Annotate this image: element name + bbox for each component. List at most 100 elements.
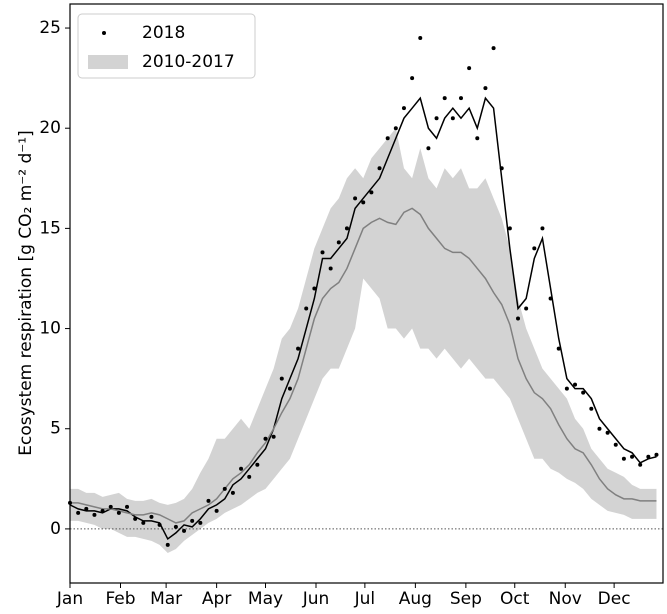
x-tick-label: Apr <box>202 589 231 609</box>
data-point <box>613 442 618 447</box>
data-point <box>654 452 659 457</box>
data-point <box>605 430 610 435</box>
data-point <box>125 504 130 509</box>
data-point <box>239 466 244 471</box>
data-point <box>581 390 586 395</box>
data-point <box>263 436 268 441</box>
data-point <box>271 434 276 439</box>
legend-swatch <box>88 55 128 69</box>
x-tick-label: Mar <box>150 589 182 609</box>
data-point <box>646 454 651 459</box>
y-tick-label: 10 <box>39 319 61 339</box>
data-point <box>76 510 81 515</box>
data-point <box>353 196 358 201</box>
data-point <box>475 136 480 141</box>
data-point <box>344 226 349 231</box>
data-point <box>630 454 635 459</box>
data-point <box>442 96 447 101</box>
data-point <box>304 306 309 311</box>
y-tick-label: 15 <box>39 218 61 238</box>
data-point <box>385 136 390 141</box>
data-point <box>230 490 235 495</box>
data-point <box>255 462 260 467</box>
data-point <box>499 166 504 171</box>
y-tick-label: 25 <box>39 18 61 38</box>
legend-marker <box>102 31 106 35</box>
data-point <box>450 116 455 121</box>
data-point <box>206 498 211 503</box>
range-band <box>70 128 657 553</box>
x-tick-label: May <box>248 589 283 609</box>
data-point <box>157 522 162 527</box>
data-point <box>532 246 537 251</box>
data-point <box>548 296 553 301</box>
data-point <box>149 514 154 519</box>
data-point <box>361 200 366 205</box>
data-point <box>247 474 252 479</box>
data-point <box>287 386 292 391</box>
data-point <box>279 376 284 381</box>
data-point <box>320 250 325 255</box>
y-tick-label: 5 <box>50 419 61 439</box>
data-point <box>410 76 415 81</box>
data-point <box>328 266 333 271</box>
y-axis-label: Ecosystem respiration [g CO₂ m⁻² d⁻¹] <box>16 130 36 455</box>
data-point <box>401 106 406 111</box>
data-point <box>141 520 146 525</box>
data-point <box>556 346 561 351</box>
data-point <box>92 512 97 517</box>
data-point <box>426 146 431 151</box>
data-point <box>393 126 398 131</box>
data-point <box>165 542 170 547</box>
series-line <box>69 96 657 541</box>
plot-frame <box>69 3 664 584</box>
data-point <box>467 66 472 71</box>
data-point <box>369 190 374 195</box>
legend-label: 2010-2017 <box>142 52 235 72</box>
data-point <box>434 116 439 121</box>
data-point <box>483 86 488 91</box>
x-tick-label: Jun <box>302 589 330 609</box>
data-point <box>116 510 121 515</box>
data-point <box>173 524 178 529</box>
legend-label: 2018 <box>142 23 185 43</box>
series-line <box>70 207 657 524</box>
data-point <box>589 406 594 411</box>
data-point <box>491 46 496 51</box>
data-point <box>418 36 423 41</box>
data-point <box>100 508 105 513</box>
data-point <box>133 516 138 521</box>
data-point <box>296 346 301 351</box>
y-tick-label: 20 <box>39 118 61 138</box>
data-point <box>312 286 317 291</box>
data-point <box>507 226 512 231</box>
data-point <box>190 518 195 523</box>
data-point <box>516 316 521 321</box>
data-point <box>638 462 643 467</box>
data-point <box>377 166 382 171</box>
y-tick-label: 0 <box>50 519 61 539</box>
x-tick-label: Feb <box>105 589 135 609</box>
data-point <box>214 508 219 513</box>
x-tick-label: Jul <box>354 589 376 609</box>
data-point <box>336 240 341 245</box>
data-point <box>573 382 578 387</box>
data-point <box>621 456 626 461</box>
data-point <box>182 528 187 533</box>
data-point <box>222 486 227 491</box>
x-tick-label: Dec <box>598 589 631 609</box>
data-point <box>597 426 602 431</box>
x-tick-label: Oct <box>500 589 530 609</box>
data-point <box>108 504 113 509</box>
data-point <box>540 226 545 231</box>
data-point <box>564 386 569 391</box>
data-point <box>198 520 203 525</box>
x-tick-label: Sep <box>450 589 482 609</box>
x-tick-label: Nov <box>549 589 582 609</box>
x-tick-label: Jan <box>56 589 83 609</box>
data-point <box>84 506 89 511</box>
data-point <box>524 306 529 311</box>
x-tick-label: Aug <box>399 589 432 609</box>
data-point <box>458 96 463 101</box>
